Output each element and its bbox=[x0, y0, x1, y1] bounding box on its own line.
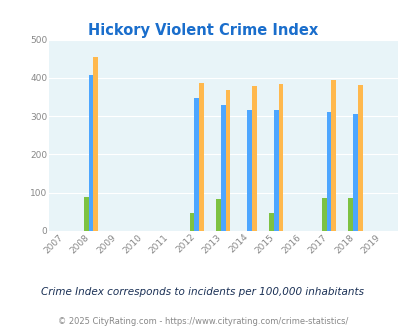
Bar bbox=[215, 199, 220, 231]
Bar bbox=[321, 198, 326, 231]
Text: © 2025 CityRating.com - https://www.cityrating.com/crime-statistics/: © 2025 CityRating.com - https://www.city… bbox=[58, 317, 347, 326]
Bar bbox=[84, 197, 88, 231]
Text: Hickory Violent Crime Index: Hickory Violent Crime Index bbox=[87, 23, 318, 38]
Bar bbox=[278, 84, 283, 231]
Bar bbox=[273, 111, 278, 231]
Bar bbox=[88, 75, 93, 231]
Bar bbox=[326, 112, 330, 231]
Bar bbox=[225, 90, 230, 231]
Bar bbox=[220, 105, 225, 231]
Bar bbox=[357, 85, 362, 231]
Text: Crime Index corresponds to incidents per 100,000 inhabitants: Crime Index corresponds to incidents per… bbox=[41, 287, 364, 297]
Bar bbox=[194, 98, 199, 231]
Bar bbox=[252, 86, 256, 231]
Bar bbox=[269, 214, 273, 231]
Bar bbox=[189, 214, 194, 231]
Bar bbox=[352, 114, 357, 231]
Bar bbox=[330, 80, 335, 231]
Bar bbox=[199, 83, 203, 231]
Bar bbox=[93, 57, 98, 231]
Bar bbox=[247, 111, 252, 231]
Bar bbox=[347, 198, 352, 231]
